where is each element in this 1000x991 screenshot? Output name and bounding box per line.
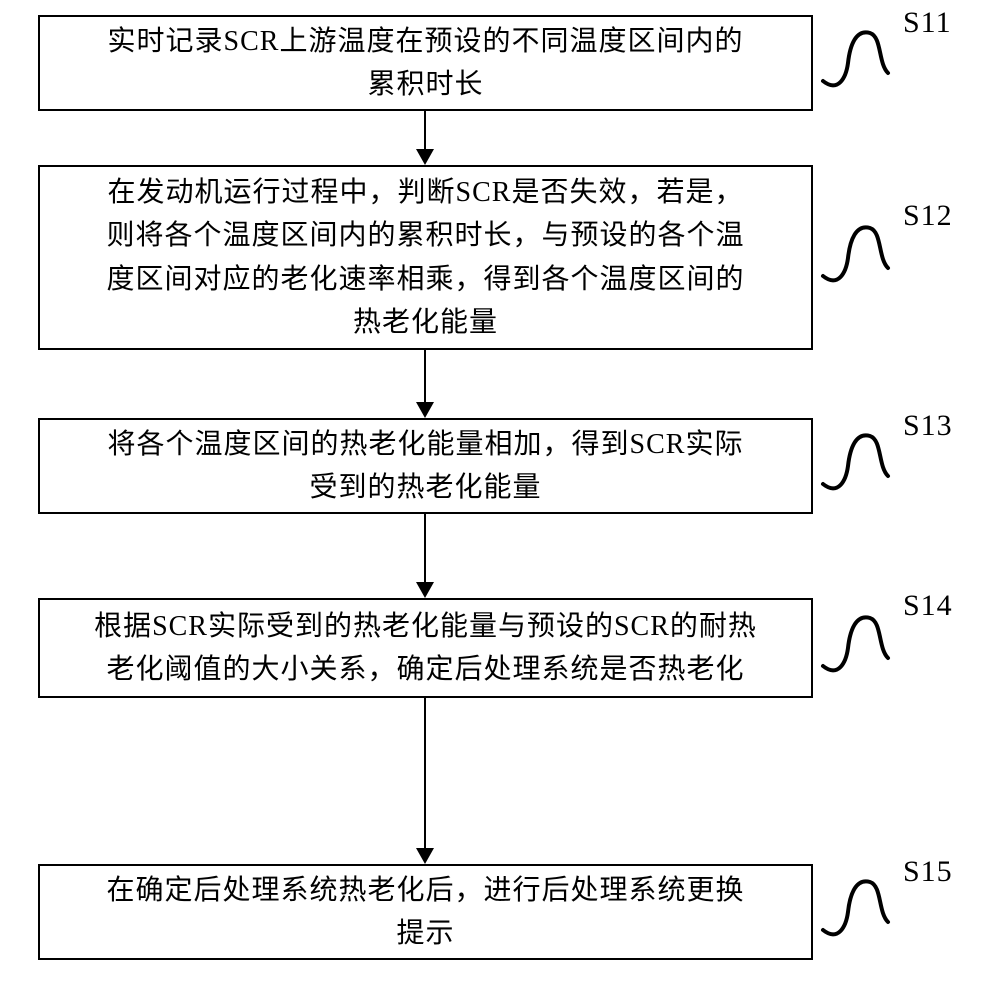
- step-label-s15: S15: [903, 855, 953, 889]
- step-box-s12: 在发动机运行过程中，判断SCR是否失效，若是，则将各个温度区间内的累积时长，与预…: [38, 165, 813, 350]
- step-label-s14: S14: [903, 589, 953, 623]
- step-label-s13: S13: [903, 409, 953, 443]
- step-label-s11: S11: [903, 6, 952, 40]
- flowchart-container: 实时记录SCR上游温度在预设的不同温度区间内的累积时长 S11 在发动机运行过程…: [0, 0, 1000, 991]
- step-text-s12: 在发动机运行过程中，判断SCR是否失效，若是，则将各个温度区间内的累积时长，与预…: [106, 171, 744, 345]
- step-label-s12: S12: [903, 199, 953, 233]
- step-box-s15: 在确定后处理系统热老化后，进行后处理系统更换提示: [38, 864, 813, 960]
- step-text-s13: 将各个温度区间的热老化能量相加，得到SCR实际受到的热老化能量: [108, 423, 744, 510]
- step-text-s15: 在确定后处理系统热老化后，进行后处理系统更换提示: [106, 869, 744, 956]
- squiggle-s12: [818, 218, 900, 288]
- step-box-s11: 实时记录SCR上游温度在预设的不同温度区间内的累积时长: [38, 15, 813, 111]
- squiggle-s11: [818, 23, 900, 93]
- squiggle-s13: [818, 426, 900, 496]
- step-text-s11: 实时记录SCR上游温度在预设的不同温度区间内的累积时长: [108, 20, 744, 107]
- squiggle-s15: [818, 872, 900, 942]
- step-box-s13: 将各个温度区间的热老化能量相加，得到SCR实际受到的热老化能量: [38, 418, 813, 514]
- step-box-s14: 根据SCR实际受到的热老化能量与预设的SCR的耐热老化阈值的大小关系，确定后处理…: [38, 598, 813, 698]
- step-text-s14: 根据SCR实际受到的热老化能量与预设的SCR的耐热老化阈值的大小关系，确定后处理…: [94, 605, 757, 692]
- squiggle-s14: [818, 608, 900, 678]
